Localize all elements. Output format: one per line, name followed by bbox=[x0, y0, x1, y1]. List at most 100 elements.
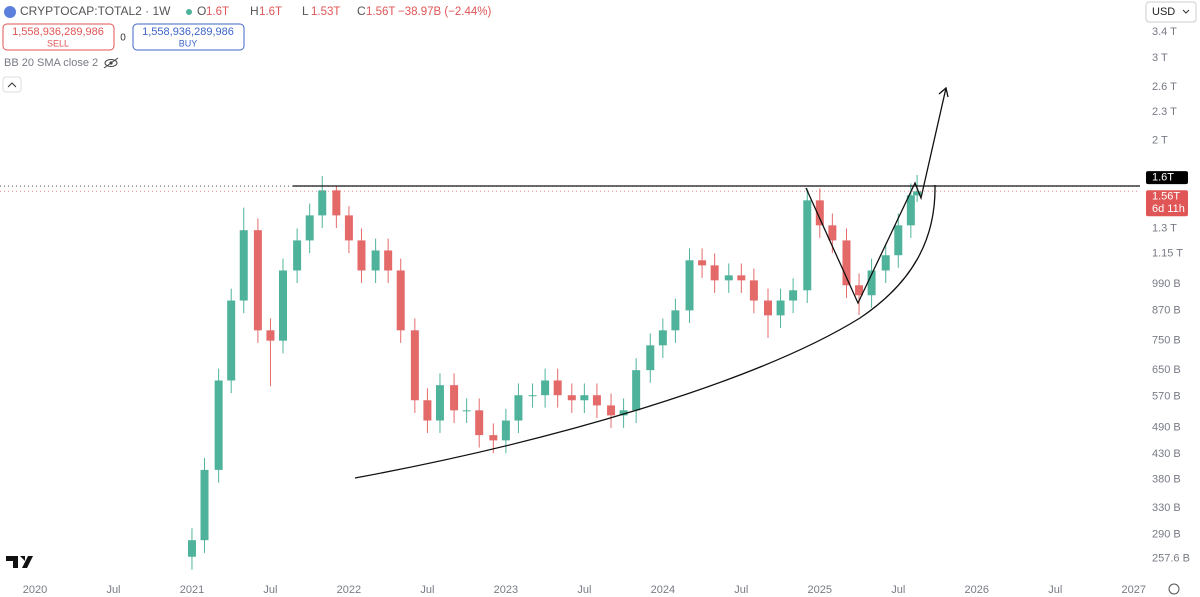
support-curve bbox=[354, 184, 936, 479]
countdown: 6d 11h bbox=[1152, 203, 1185, 215]
buy-price: 1,558,936,289,986 bbox=[142, 26, 234, 38]
candle-body bbox=[749, 280, 758, 301]
y-tick-label: 330 B bbox=[1152, 502, 1181, 514]
drawings bbox=[293, 86, 1140, 479]
y-tick-label: 3 T bbox=[1152, 52, 1168, 64]
candle-body bbox=[894, 225, 903, 256]
candle-body bbox=[906, 195, 915, 226]
y-tick-label: 650 B bbox=[1152, 364, 1181, 376]
change: −38.97B (−2.44%) bbox=[398, 6, 492, 18]
x-tick-label: 2025 bbox=[808, 584, 832, 596]
projection-path bbox=[805, 87, 947, 305]
candle-body bbox=[462, 410, 471, 412]
candle-body bbox=[913, 191, 922, 196]
x-tick-label: 2026 bbox=[965, 584, 989, 596]
legend-value: 1.6T bbox=[206, 6, 229, 18]
x-tick-label: Jul bbox=[734, 584, 748, 596]
buy-button[interactable] bbox=[132, 23, 245, 51]
plot bbox=[0, 174, 1140, 570]
candle-body bbox=[501, 420, 510, 441]
candle-body bbox=[881, 255, 890, 271]
candle-body bbox=[450, 385, 459, 411]
x-tick-label: Jul bbox=[106, 584, 120, 596]
sell-button[interactable] bbox=[2, 23, 115, 51]
y-tick-label: 750 B bbox=[1152, 335, 1181, 347]
candle-body bbox=[855, 285, 864, 296]
ohlc-legend: O 1.6T H 1.6T L 1.53T C 1.56T bbox=[197, 4, 395, 18]
price-label: 1.6T bbox=[1152, 172, 1174, 184]
price-label-box bbox=[1146, 190, 1188, 217]
candle-body bbox=[710, 265, 719, 281]
x-tick-label: 2021 bbox=[180, 584, 204, 596]
candle-body bbox=[293, 240, 302, 271]
buy-label: BUY bbox=[179, 38, 198, 48]
y-tick-label: 380 B bbox=[1152, 473, 1181, 485]
candle-body bbox=[187, 540, 196, 557]
candle-body bbox=[318, 190, 327, 216]
legend-key: L bbox=[302, 4, 309, 18]
candle-body bbox=[685, 260, 694, 311]
candle-body bbox=[410, 330, 419, 401]
symbol[interactable]: CRYPTOCAP:TOTAL2 · 1W bbox=[20, 4, 171, 18]
y-tick-label: 290 B bbox=[1152, 528, 1181, 540]
candle-body bbox=[541, 380, 550, 396]
price-label: 1.56T bbox=[1152, 191, 1180, 203]
candle-body bbox=[305, 215, 314, 241]
candle-body bbox=[423, 400, 432, 421]
collapse-button[interactable] bbox=[2, 76, 22, 93]
currency: USD bbox=[1152, 6, 1175, 18]
y-tick-label: 1.15 T bbox=[1152, 247, 1183, 259]
candle-body bbox=[332, 190, 341, 216]
candle-body bbox=[646, 345, 655, 371]
x-tick-label: Jul bbox=[420, 584, 434, 596]
candle-body bbox=[658, 330, 667, 346]
legend-value: 1.56T bbox=[366, 6, 395, 18]
symbol-icon bbox=[4, 6, 16, 18]
candle-body bbox=[764, 300, 773, 316]
legend-key: C bbox=[357, 4, 366, 18]
candle-body bbox=[632, 370, 641, 411]
x-tick-label: Jul bbox=[891, 584, 905, 596]
currency-button[interactable] bbox=[1145, 1, 1197, 23]
candle-body bbox=[815, 200, 824, 226]
candle-body bbox=[214, 380, 223, 470]
candle-body bbox=[528, 395, 537, 397]
x-tick-label: 2024 bbox=[651, 584, 675, 596]
candle-body bbox=[803, 200, 812, 291]
candle-body bbox=[867, 270, 876, 296]
x-tick-label: 2020 bbox=[23, 584, 47, 596]
candle-body bbox=[592, 395, 601, 406]
y-tick-label: 1.3 T bbox=[1152, 222, 1177, 234]
candle-body bbox=[698, 260, 707, 266]
tv-logo bbox=[6, 556, 33, 568]
candle-body bbox=[789, 290, 798, 301]
x-tick-label: 2023 bbox=[494, 584, 518, 596]
candle-body bbox=[842, 240, 851, 286]
settings-icon[interactable] bbox=[1168, 583, 1180, 595]
candle-body bbox=[227, 300, 236, 381]
candle-body bbox=[724, 275, 733, 281]
legend-value: 1.6T bbox=[259, 6, 282, 18]
indicator[interactable]: BB 20 SMA close 2 bbox=[4, 57, 98, 69]
candle-body bbox=[253, 230, 262, 331]
y-tick-label: 2 T bbox=[1152, 134, 1168, 146]
legend-key: O bbox=[197, 4, 206, 18]
sell-price: 1,558,936,289,986 bbox=[12, 26, 104, 38]
candle-body bbox=[580, 395, 589, 401]
y-tick-label: 430 B bbox=[1152, 448, 1181, 460]
status-dot bbox=[186, 9, 192, 15]
candle-body bbox=[278, 270, 287, 341]
sell-label: SELL bbox=[47, 38, 69, 48]
x-tick-label: 2027 bbox=[1121, 584, 1145, 596]
y-tick-label: 490 B bbox=[1152, 421, 1181, 433]
candle-body bbox=[619, 410, 628, 416]
candle-body bbox=[553, 380, 562, 396]
candle-body bbox=[567, 395, 576, 401]
spread: 0 bbox=[120, 33, 126, 44]
price-label-box bbox=[1146, 171, 1188, 185]
eye-icon[interactable] bbox=[103, 57, 119, 69]
legend-value: 1.53T bbox=[311, 6, 340, 18]
